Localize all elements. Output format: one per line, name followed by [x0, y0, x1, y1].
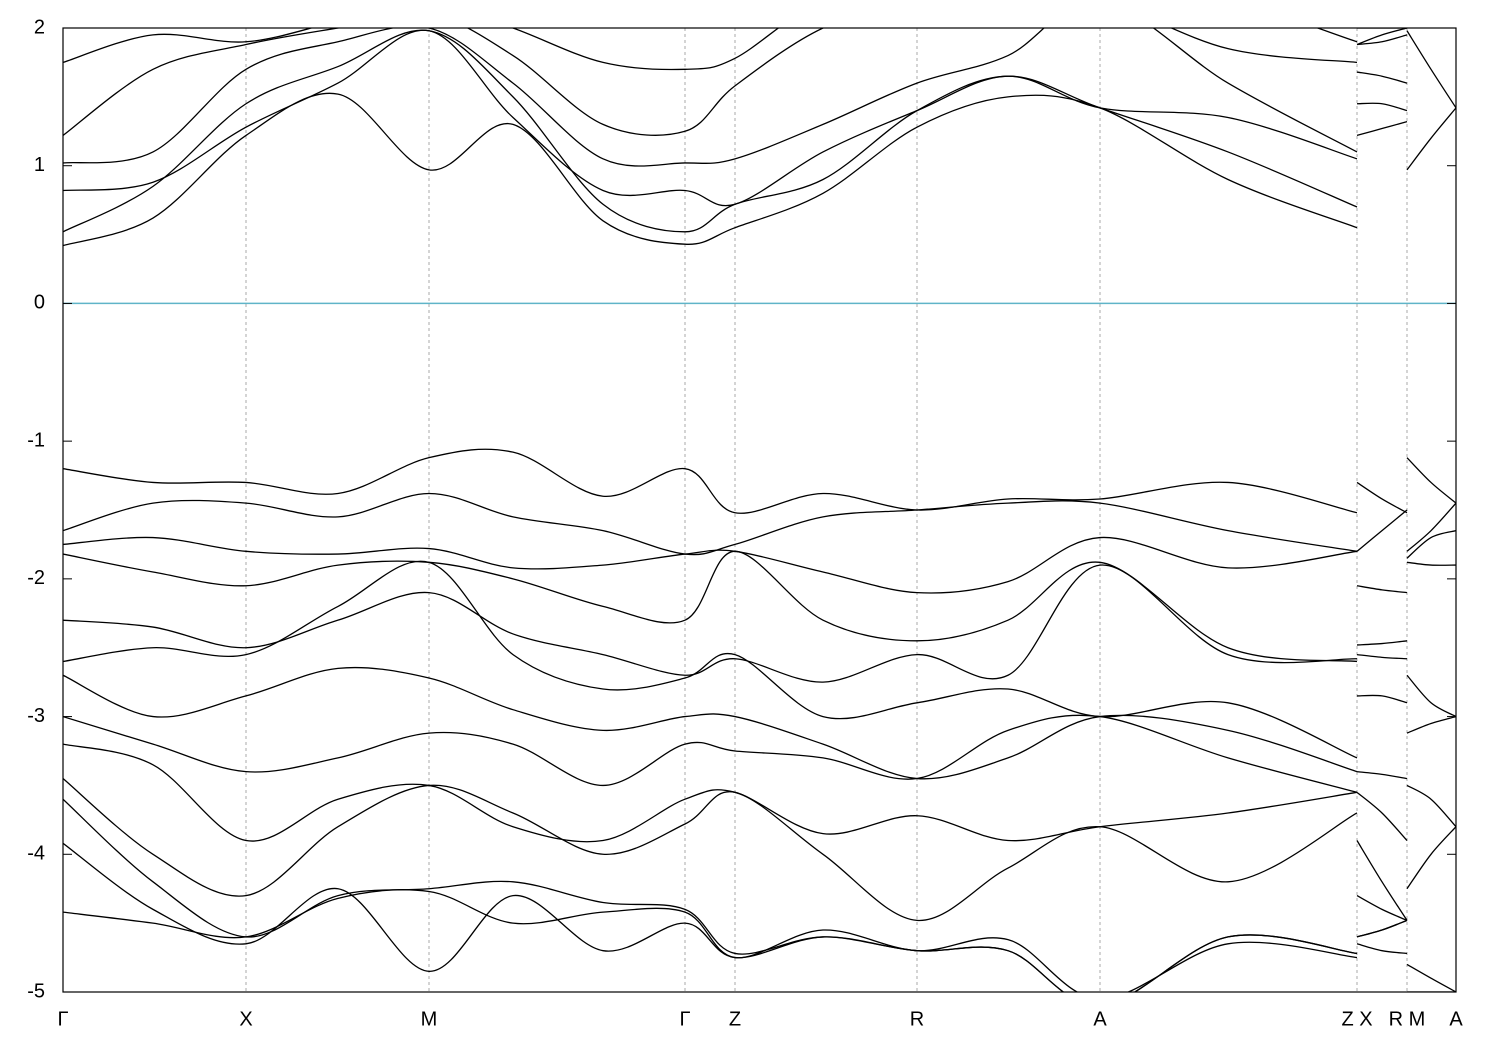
x-tick-label: Z X [1341, 1008, 1372, 1030]
band-line [63, 798, 1408, 992]
y-tick-label: -4 [27, 843, 45, 865]
x-tick-label: R [910, 1008, 924, 1030]
y-tick-label: 2 [34, 16, 45, 38]
plot-area [63, 28, 1456, 992]
band-line [63, 778, 1408, 922]
x-tick-label: Γ [57, 1008, 68, 1030]
x-tick-label: Γ [679, 1008, 690, 1030]
y-tick-label: -1 [27, 429, 45, 451]
plot-frame [62, 27, 1457, 993]
band-line [63, 28, 1408, 136]
band-line [63, 92, 1456, 247]
band-line [63, 448, 1456, 514]
band-line [63, 28, 1407, 71]
y-tick-label: -3 [27, 705, 45, 727]
band-line [63, 564, 1456, 718]
y-tick-label: -5 [27, 980, 45, 1002]
y-tick-label: -2 [27, 567, 45, 589]
band-line [63, 666, 1456, 828]
y-tick-label: 0 [34, 292, 45, 314]
x-tick-label: M [421, 1008, 438, 1030]
band-line [63, 889, 1456, 992]
band-line [63, 550, 1456, 663]
band-line [63, 714, 1456, 890]
x-tick-label: R M [1389, 1008, 1426, 1030]
band-line [63, 29, 1408, 207]
x-tick-label: A [1449, 1008, 1463, 1030]
band-line [63, 530, 1456, 594]
band-line [63, 842, 1456, 992]
x-tick-label: A [1093, 1008, 1107, 1030]
axes: Γ X M Γ Z R A Z X R M A -5 -4 -3 -2 -1 0 1 2 [27, 16, 1463, 1030]
band-line [63, 29, 1456, 233]
y-tick-label: 1 [34, 154, 45, 176]
band-line [63, 28, 1408, 167]
band-line [63, 492, 1456, 556]
x-tick-label: X [239, 1008, 252, 1030]
x-tick-label: Z [729, 1008, 741, 1030]
